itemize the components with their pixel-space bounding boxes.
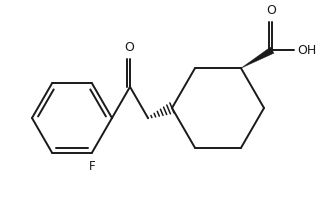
Polygon shape	[241, 47, 274, 68]
Text: F: F	[89, 160, 95, 173]
Text: O: O	[266, 4, 276, 17]
Text: OH: OH	[297, 44, 316, 57]
Text: O: O	[124, 41, 134, 54]
